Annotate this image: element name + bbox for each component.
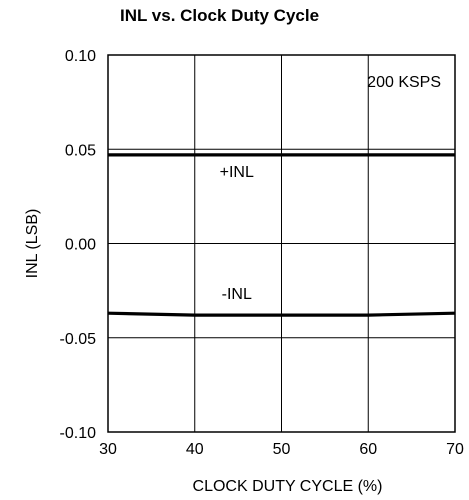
y-tick-label: 0.00 bbox=[65, 237, 96, 254]
sample-rate-annotation: 200 KSPS bbox=[367, 74, 441, 91]
x-tick-label: 70 bbox=[446, 441, 464, 458]
tick-labels: 30 40 50 60 70 0.10 0.05 0.00 -0.05 -0.10 bbox=[60, 48, 464, 458]
x-tick-label: 40 bbox=[186, 441, 204, 458]
series-layer: +INL -INL bbox=[107, 153, 456, 317]
y-tick-label: 0.10 bbox=[65, 48, 96, 65]
y-tick-label: -0.10 bbox=[60, 425, 97, 442]
x-tick-label: 60 bbox=[359, 441, 377, 458]
y-axis-label: INL (LSB) bbox=[24, 209, 41, 279]
series-label-minus-inl: -INL bbox=[222, 286, 252, 303]
series-label-plus-inl: +INL bbox=[220, 164, 254, 181]
x-tick-label: 50 bbox=[273, 441, 291, 458]
y-tick-label: 0.05 bbox=[65, 142, 96, 159]
grid-lines bbox=[108, 55, 455, 432]
series-line-minus-inl bbox=[107, 311, 456, 317]
y-tick-label: -0.05 bbox=[60, 331, 97, 348]
plot-frame bbox=[107, 54, 456, 433]
x-axis-label: CLOCK DUTY CYCLE (%) bbox=[193, 478, 383, 495]
x-tick-label: 30 bbox=[99, 441, 117, 458]
chart-title: INL vs. Clock Duty Cycle bbox=[120, 6, 320, 25]
